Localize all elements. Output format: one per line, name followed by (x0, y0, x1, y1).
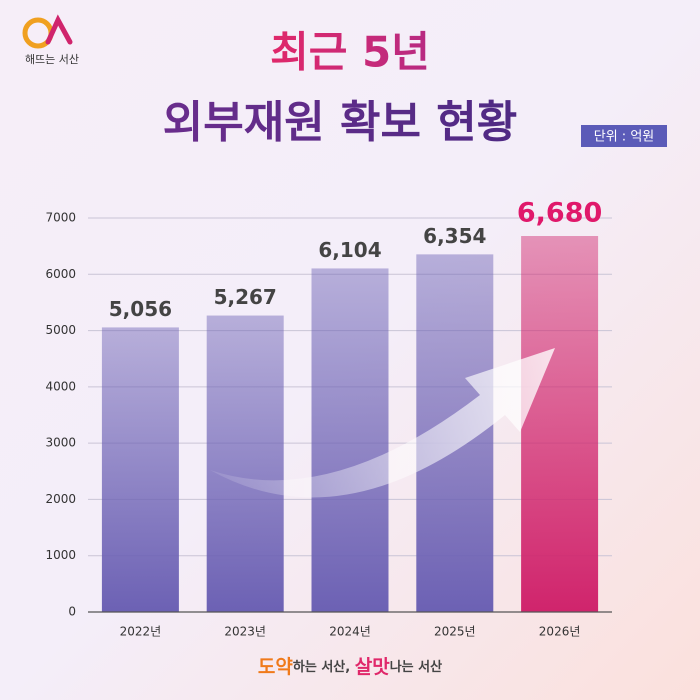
y-tick-label: 7000 (45, 211, 76, 225)
x-tick-label: 2024년 (329, 625, 371, 639)
chart-title: 최근 5년 (270, 28, 430, 77)
bar (206, 315, 284, 612)
footer-part: 하는 서산, (293, 659, 355, 675)
y-tick-label: 1000 (45, 548, 76, 562)
value-label: 6,104 (318, 238, 381, 262)
x-tick-label: 2022년 (120, 625, 162, 639)
y-tick-label: 4000 (45, 379, 76, 393)
footer: 도약하는 서산, 살맛나는 서산 (258, 656, 442, 678)
x-tick-label: 2023년 (224, 625, 266, 639)
footer-part: 살맛 (355, 656, 390, 678)
y-tick-label: 6000 (45, 267, 76, 281)
unit-box (581, 125, 667, 147)
y-tick-label: 2000 (45, 492, 76, 506)
x-tick-label: 2026년 (539, 625, 581, 639)
value-label: 5,056 (109, 297, 172, 321)
value-label: 6,680 (517, 198, 602, 229)
logo-text: 해뜨는 서산 (25, 52, 79, 66)
footer-part: 도약 (258, 656, 293, 678)
logo (22, 14, 73, 49)
plot-area: 0 1000 2000 3000 4000 5000 6000 7000 2022년 5,056 2… (45, 198, 612, 639)
footer-part: 나는 서산 (390, 659, 442, 675)
bar (101, 327, 179, 612)
bar (311, 268, 389, 612)
y-tick-label: 3000 (45, 436, 76, 450)
y-tick-label: 0 (68, 605, 76, 619)
chart-subtitle: 외부재원 확보 현황 (163, 97, 517, 148)
y-tick-label: 5000 (45, 323, 76, 337)
bar (521, 236, 599, 613)
trend-arrow (210, 348, 555, 498)
x-tick-label: 2025년 (434, 625, 476, 639)
unit-label: 단위 : 억원 (594, 130, 655, 145)
value-label: 5,267 (214, 285, 277, 309)
value-label: 6,354 (423, 224, 486, 248)
